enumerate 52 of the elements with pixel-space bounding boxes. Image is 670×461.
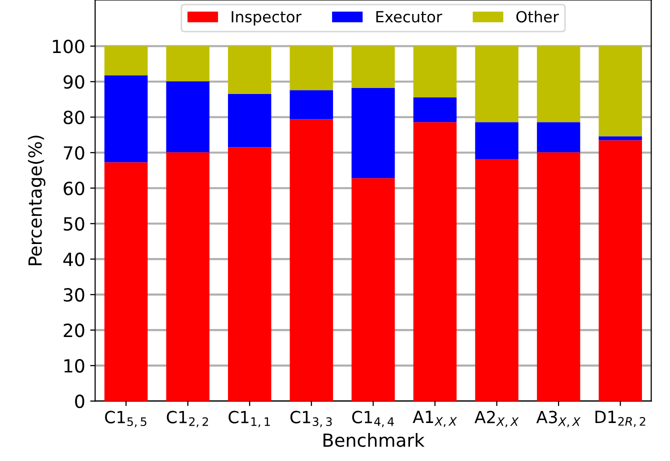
x-tick-label: C1$_{4,4}$ bbox=[352, 410, 394, 428]
y-tick-label: 20 bbox=[64, 324, 84, 338]
bar bbox=[228, 46, 272, 94]
bar bbox=[536, 46, 580, 122]
y-tick-label: 10 bbox=[64, 359, 84, 373]
bar bbox=[536, 152, 580, 402]
legend-label: Inspector bbox=[232, 11, 302, 26]
bar bbox=[166, 152, 210, 402]
bar bbox=[228, 147, 272, 402]
y-tick-label: 80 bbox=[64, 110, 84, 124]
bar bbox=[413, 122, 457, 402]
bar bbox=[413, 46, 457, 98]
bar bbox=[290, 46, 334, 90]
bar bbox=[598, 46, 642, 136]
bar bbox=[352, 88, 395, 178]
bar bbox=[352, 46, 395, 88]
x-tick-label: A3$_{X,X}$ bbox=[536, 410, 581, 428]
bar bbox=[166, 46, 210, 82]
bar bbox=[352, 178, 395, 402]
bar bbox=[475, 46, 518, 122]
x-tick-label: A1$_{X,X}$ bbox=[412, 410, 457, 428]
x-tick-label: C1$_{1,1}$ bbox=[228, 410, 270, 428]
x-tick-label: C1$_{3,3}$ bbox=[290, 410, 332, 428]
x-axis-title: Benchmark bbox=[324, 433, 425, 447]
bar bbox=[536, 122, 580, 152]
y-tick-label: 70 bbox=[64, 146, 84, 160]
y-tick-label: 40 bbox=[63, 252, 84, 266]
bar bbox=[413, 97, 457, 122]
bar bbox=[475, 159, 518, 402]
bar bbox=[290, 119, 334, 402]
bar bbox=[166, 81, 210, 152]
y-tick-label: 60 bbox=[64, 182, 84, 196]
y-tick-label: 100 bbox=[52, 40, 84, 54]
bar bbox=[475, 122, 518, 160]
bar bbox=[290, 90, 334, 120]
x-tick-label: D1$_{2R,2}$ bbox=[595, 410, 646, 428]
bar bbox=[228, 94, 272, 148]
y-tick-label: 90 bbox=[64, 75, 84, 89]
x-tick-label: C1$_{2,2}$ bbox=[166, 410, 208, 428]
x-tick-label: A2$_{X,X}$ bbox=[474, 410, 519, 428]
y-tick-label: 50 bbox=[64, 217, 84, 231]
x-tick-label: C1$_{5,5}$ bbox=[105, 410, 146, 428]
legend-label: Other bbox=[516, 10, 559, 23]
y-tick-label: 30 bbox=[64, 288, 84, 302]
bar bbox=[598, 136, 642, 140]
bar bbox=[104, 75, 148, 162]
y-axis-title: Percentage(%) bbox=[28, 136, 46, 266]
bar bbox=[104, 162, 148, 402]
y-tick-label: 0 bbox=[75, 394, 84, 408]
legend-label: Executor bbox=[376, 11, 442, 23]
bar bbox=[104, 46, 148, 76]
bar bbox=[598, 140, 642, 402]
